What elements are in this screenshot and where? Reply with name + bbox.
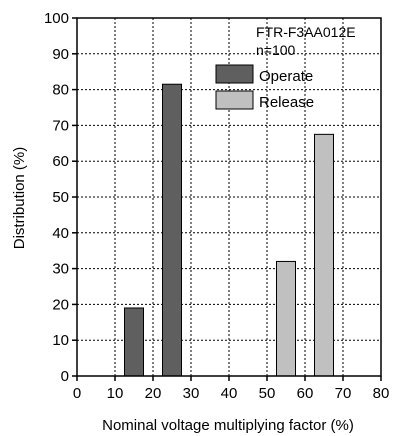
y-tick-label: 20: [52, 296, 69, 313]
x-axis-ticks: 0 10 20 30 40 50 60 70 80: [73, 376, 390, 402]
legend-swatch-release: [215, 90, 254, 110]
x-tick-label: 60: [297, 385, 314, 402]
bar-operate: [162, 83, 182, 377]
sample-size-annotation: n=100: [256, 42, 296, 58]
legend-swatch-operate: [215, 64, 254, 84]
y-tick-label: 100: [44, 10, 69, 27]
legend: Operate Release: [215, 64, 314, 111]
x-tick-label: 30: [183, 385, 200, 402]
y-tick-label: 50: [52, 189, 69, 206]
y-tick-label: 60: [52, 153, 69, 170]
x-tick-label: 70: [335, 385, 352, 402]
y-axis-title: Distribution (%): [11, 147, 28, 250]
bars: [124, 83, 334, 377]
legend-label-release: Release: [259, 94, 314, 111]
x-tick-label: 20: [145, 385, 162, 402]
y-tick-label: 90: [52, 46, 69, 63]
y-axis-ticks: 0 10 20 30 40 50 60 70 80 90 100: [44, 10, 77, 385]
x-tick-label: 10: [107, 385, 124, 402]
y-tick-label: 10: [52, 332, 69, 349]
bar-operate: [124, 307, 144, 377]
y-tick-label: 80: [52, 82, 69, 99]
y-tick-label: 0: [61, 368, 69, 385]
legend-label-operate: Operate: [259, 68, 313, 85]
y-tick-label: 30: [52, 261, 69, 278]
model-annotation: FTR-F3AA012E: [256, 24, 356, 40]
x-tick-label: 40: [221, 385, 238, 402]
y-tick-label: 40: [52, 225, 69, 242]
bar-release: [276, 260, 296, 377]
x-tick-label: 80: [373, 385, 390, 402]
bar-release: [314, 133, 334, 377]
y-tick-label: 70: [52, 117, 69, 134]
x-axis-title: Nominal voltage multiplying factor (%): [102, 417, 354, 434]
x-tick-label: 50: [259, 385, 276, 402]
x-tick-label: 0: [73, 385, 81, 402]
